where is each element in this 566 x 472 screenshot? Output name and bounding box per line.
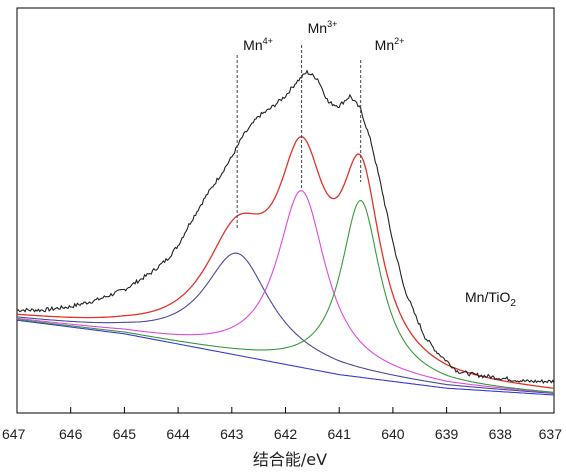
x-tick-label: 642 [274,426,298,442]
curves-layer [16,69,555,396]
background-line [16,319,555,396]
x-tick-label: 640 [381,426,405,442]
annotation-label: Mn3+ [308,19,338,36]
x-axis-ticks: 647 646 645 644 643 642 641 640 639 638 637 [2,407,562,442]
sample-label-sub: 2 [510,298,516,309]
x-tick-label: 639 [435,426,459,442]
annotation-labels: Mn4+ Mn3+ Mn2+ [243,19,404,53]
annotation-label: Mn4+ [243,36,273,53]
x-tick-label: 641 [328,426,352,442]
x-tick-label: 643 [220,426,244,442]
x-tick-label: 647 [2,426,26,442]
x-tick-label: 645 [113,426,137,442]
x-tick-label: 637 [539,426,563,442]
annotation-label: Mn2+ [375,36,405,53]
raw-spectrum-line [16,69,555,385]
component-mn3plus-line [16,190,555,394]
x-tick-label: 646 [59,426,83,442]
plot-frame [16,7,555,414]
component-mn4plus-line [16,252,555,394]
x-tick-label: 638 [489,426,513,442]
component-mn2plus-line [16,199,555,393]
annotation-lines [236,45,362,230]
x-tick-label: 644 [166,426,190,442]
x-axis-label: 结合能/eV [253,450,327,469]
sample-label-base: Mn/TiO [465,289,510,305]
fit-envelope-line [16,136,555,389]
sample-label: Mn/TiO2 [465,289,516,309]
